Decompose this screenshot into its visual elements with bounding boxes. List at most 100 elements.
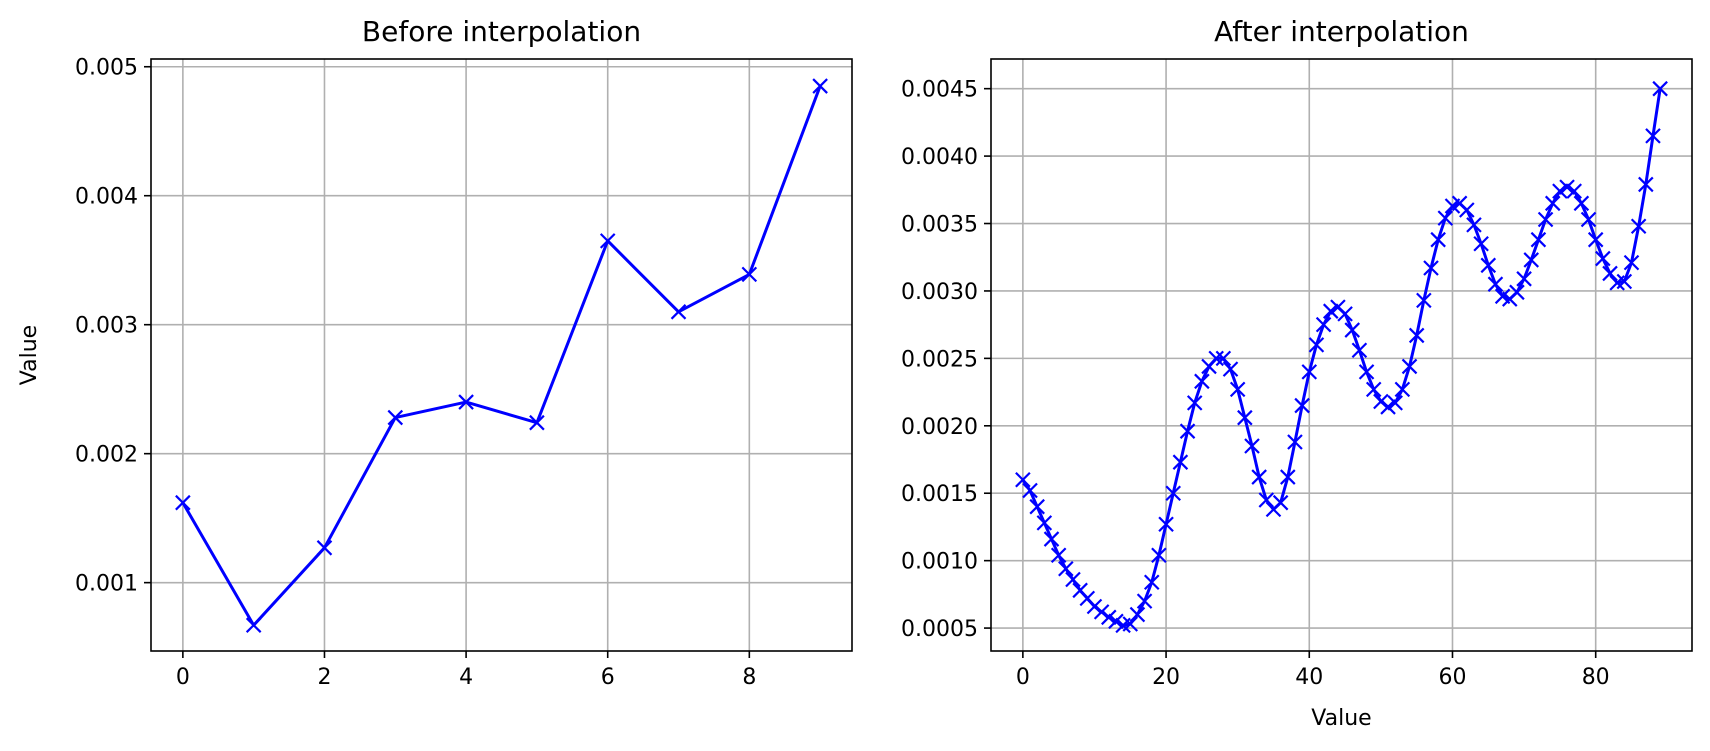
data-point-marker — [1387, 395, 1403, 411]
data-point-marker — [1652, 80, 1668, 97]
data-point-marker — [1552, 183, 1568, 199]
data-point-marker — [1036, 515, 1053, 531]
data-point-marker — [1043, 531, 1060, 547]
data-point-marker — [1158, 516, 1174, 533]
data-point-marker — [1537, 211, 1554, 228]
y-tick-label: 0.0040 — [901, 145, 978, 170]
grid-lines — [991, 59, 1692, 651]
x-axis-label: Value — [1311, 706, 1371, 731]
data-point-marker — [1208, 350, 1224, 367]
data-point-marker — [741, 266, 758, 283]
data-point-marker — [1272, 494, 1289, 511]
x-tick-label: 4 — [459, 665, 473, 690]
data-point-marker — [1143, 574, 1160, 591]
data-point-marker — [1215, 350, 1232, 367]
y-tick-label: 0.002 — [75, 443, 138, 468]
data-point-marker — [1580, 211, 1597, 228]
data-point-marker — [1101, 609, 1117, 626]
data-point-marker — [1086, 598, 1103, 615]
data-point-marker — [1623, 254, 1640, 271]
data-point-marker — [1172, 454, 1189, 470]
data-point-marker — [1523, 252, 1540, 268]
data-point-marker — [812, 78, 828, 94]
data-point-marker — [1365, 381, 1382, 398]
series — [175, 78, 828, 633]
y-tick-label: 0.0025 — [901, 347, 978, 372]
x-tick-label: 80 — [1582, 665, 1610, 690]
data-point-marker — [1509, 284, 1525, 301]
axes-frame — [150, 58, 853, 652]
data-point-marker — [245, 617, 262, 633]
data-point-marker — [1630, 218, 1647, 234]
data-point-marker — [1186, 395, 1203, 411]
data-point-marker — [1430, 231, 1446, 248]
x-tick-label: 6 — [601, 665, 615, 690]
data-point-marker — [1401, 358, 1418, 375]
chart-title: Before interpolation — [362, 15, 641, 48]
data-point-marker — [1229, 381, 1246, 398]
data-point-marker — [1301, 364, 1318, 380]
data-point-marker — [1559, 179, 1575, 195]
y-tick-label: 0.003 — [75, 314, 138, 339]
data-point-marker — [1222, 361, 1239, 377]
data-point-marker — [458, 394, 474, 410]
data-point-marker — [1194, 373, 1210, 390]
data-point-marker — [1151, 547, 1167, 564]
data-point-marker — [316, 540, 333, 556]
data-point-marker — [1437, 210, 1454, 226]
y-tick-label: 0.0005 — [901, 617, 978, 642]
x-tick-label: 20 — [1152, 665, 1180, 690]
data-point-marker — [1337, 306, 1353, 322]
x-tick-label: 8 — [742, 665, 756, 690]
grid-lines — [151, 59, 852, 651]
series-line — [181, 85, 822, 627]
data-point-marker — [1373, 393, 1389, 410]
data-point-marker — [1459, 202, 1475, 218]
data-point-marker — [1093, 604, 1110, 620]
data-point-marker — [1294, 397, 1310, 414]
data-point-marker — [387, 409, 404, 426]
data-point-marker — [1394, 381, 1411, 398]
y-tick-label: 0.0035 — [901, 213, 978, 238]
data-point-marker — [1423, 260, 1439, 276]
data-point-marker — [1587, 231, 1604, 248]
data-point-marker — [1358, 364, 1375, 380]
data-point-marker — [175, 494, 191, 511]
x-tick-label: 60 — [1438, 665, 1466, 690]
data-point-marker — [1315, 316, 1332, 333]
data-point-marker — [1408, 327, 1425, 344]
data-point-marker — [1322, 303, 1339, 319]
data-point-marker — [1530, 231, 1547, 248]
y-tick-label: 0.0015 — [901, 482, 978, 507]
data-point-marker — [599, 233, 616, 249]
data-point-marker — [1129, 606, 1146, 623]
data-point-marker — [1022, 482, 1038, 499]
data-point-marker — [1344, 322, 1361, 338]
data-point-marker — [529, 414, 545, 431]
chart-title: After interpolation — [1214, 15, 1469, 48]
data-point-marker — [1287, 434, 1303, 450]
x-tick-label: 0 — [176, 665, 190, 690]
y-tick-label: 0.0010 — [901, 550, 978, 575]
ticks: 0 20 40 60 80 0.0005 0.0010 0.0015 0.0020 0.0025 0… — [901, 78, 1610, 690]
data-point-marker — [1251, 469, 1267, 485]
data-point-marker — [1058, 560, 1074, 577]
axes-frame — [990, 58, 1693, 652]
data-point-marker — [670, 304, 687, 320]
chart-before-interpolation: 0 2 4 6 8 0.001 0.002 0.003 0.004 0.005 Before in… — [17, 15, 853, 690]
data-point-marker — [1258, 492, 1275, 508]
data-point-marker — [1645, 128, 1661, 144]
y-tick-label: 0.0030 — [901, 280, 978, 305]
data-point-marker — [1480, 257, 1497, 274]
data-point-marker — [1179, 423, 1196, 439]
data-point-marker — [1616, 273, 1633, 290]
data-point-marker — [1237, 409, 1253, 426]
data-point-marker — [1487, 276, 1504, 292]
x-tick-label: 0 — [1016, 665, 1030, 690]
data-point-marker — [1029, 498, 1045, 515]
data-point-marker — [1573, 195, 1590, 212]
x-tick-label: 40 — [1295, 665, 1323, 690]
y-tick-label: 0.0020 — [901, 415, 978, 440]
y-tick-label: 0.005 — [75, 56, 138, 81]
